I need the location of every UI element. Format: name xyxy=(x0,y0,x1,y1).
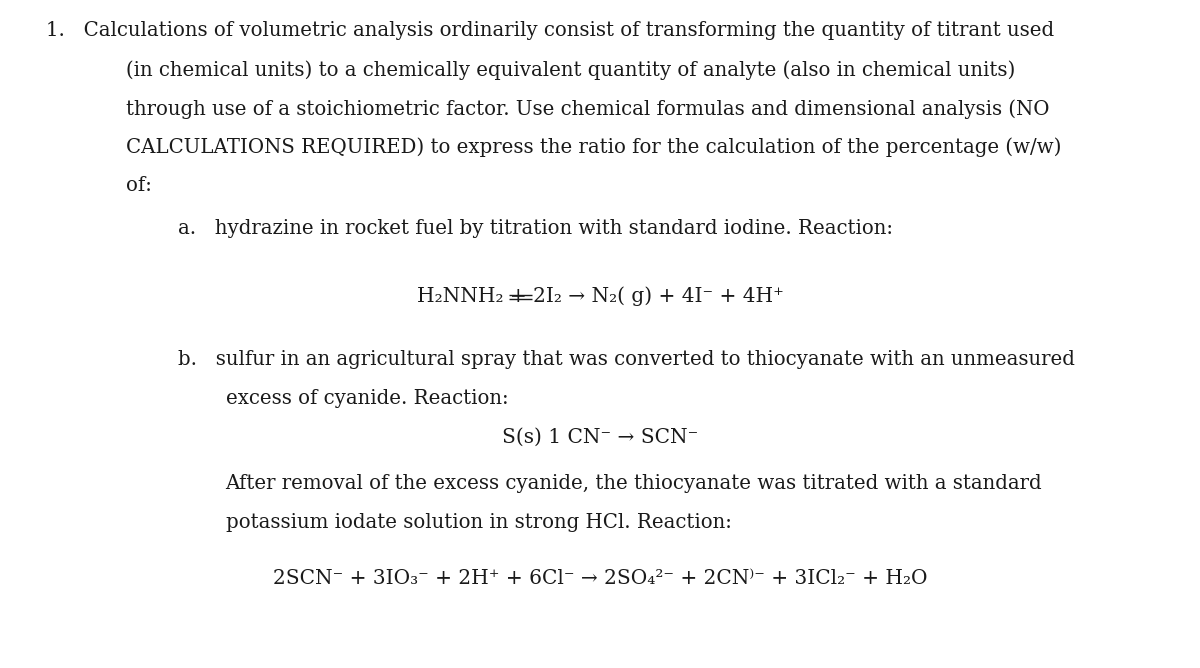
Text: H₂NNH₂ + 2I₂ → N₂( g) + 4I⁻ + 4H⁺: H₂NNH₂ + 2I₂ → N₂( g) + 4I⁻ + 4H⁺ xyxy=(416,286,784,305)
Text: potassium iodate solution in strong HCl. Reaction:: potassium iodate solution in strong HCl.… xyxy=(226,513,732,532)
Text: CALCULATIONS REQUIRED) to express the ratio for the calculation of the percentag: CALCULATIONS REQUIRED) to express the ra… xyxy=(126,138,1062,157)
Text: 1.   Calculations of volumetric analysis ordinarily consist of transforming the : 1. Calculations of volumetric analysis o… xyxy=(46,21,1054,40)
Text: excess of cyanide. Reaction:: excess of cyanide. Reaction: xyxy=(226,389,509,407)
Text: through use of a stoichiometric factor. Use chemical formulas and dimensional an: through use of a stoichiometric factor. … xyxy=(126,99,1050,118)
Text: (in chemical units) to a chemically equivalent quantity of analyte (also in chem: (in chemical units) to a chemically equi… xyxy=(126,60,1015,79)
Text: 2SCN⁻ + 3IO₃⁻ + 2H⁺ + 6Cl⁻ → 2SO₄²⁻ + 2CN⁾⁻ + 3ICl₂⁻ + H₂O: 2SCN⁻ + 3IO₃⁻ + 2H⁺ + 6Cl⁻ → 2SO₄²⁻ + 2C… xyxy=(272,569,928,588)
Text: a.   hydrazine in rocket fuel by titration with standard iodine. Reaction:: a. hydrazine in rocket fuel by titration… xyxy=(178,219,893,238)
Text: After removal of the excess cyanide, the thiocyanate was titrated with a standar: After removal of the excess cyanide, the… xyxy=(226,474,1043,493)
Text: S(s) 1 CN⁻ → SCN⁻: S(s) 1 CN⁻ → SCN⁻ xyxy=(502,428,698,446)
Text: b.   sulfur in an agricultural spray that was converted to thiocyanate with an u: b. sulfur in an agricultural spray that … xyxy=(178,350,1074,369)
Text: of:: of: xyxy=(126,176,152,195)
